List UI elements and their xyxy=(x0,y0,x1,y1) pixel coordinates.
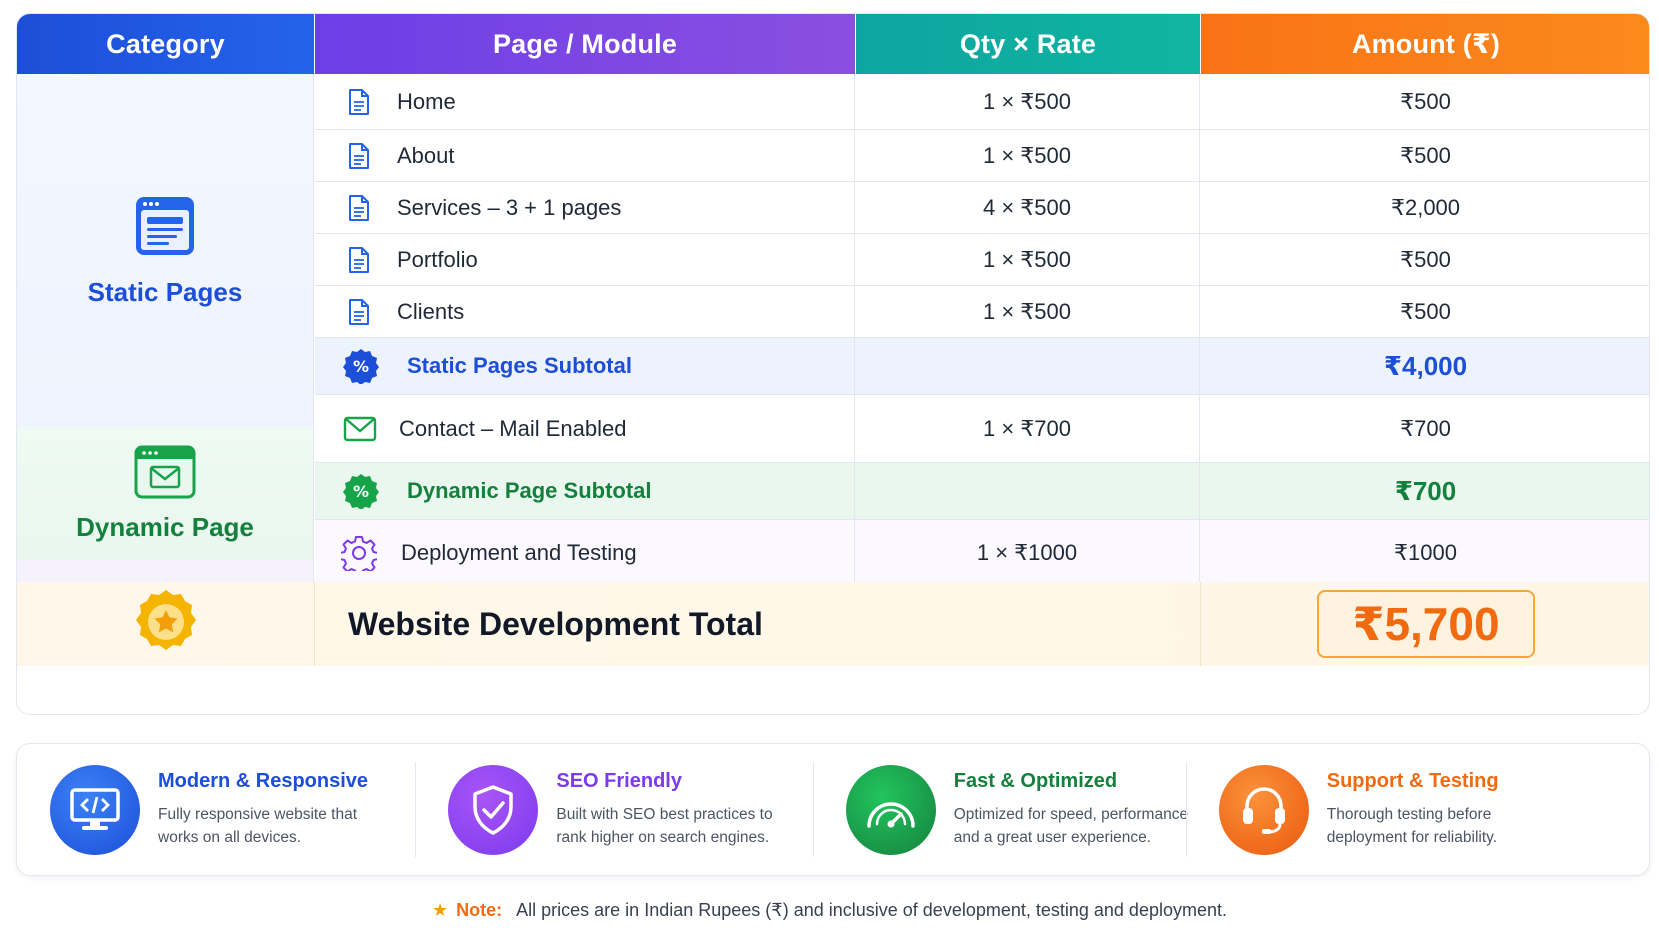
mail-icon xyxy=(343,414,377,444)
speedometer-icon xyxy=(845,764,936,855)
category-dynamic-page: Dynamic Page xyxy=(17,427,314,560)
feature-desc: Built with SEO best practices to rank hi… xyxy=(556,806,773,846)
features-panel: Modern & Responsive Fully responsive web… xyxy=(16,743,1650,876)
table-row: Deployment and Testing 1 × ₹1000 ₹1000 xyxy=(315,520,1649,587)
row-qty-rate: 4 × ₹500 xyxy=(855,182,1200,233)
feature-title: Support & Testing xyxy=(1326,770,1499,792)
row-amount: ₹2,000 xyxy=(1390,194,1461,220)
row-page-name: Portfolio xyxy=(397,246,478,272)
row-qty-rate: 1 × ₹500 xyxy=(855,286,1200,337)
row-amount: ₹700 xyxy=(1400,415,1451,441)
table-row: Contact – Mail Enabled 1 × ₹700 ₹700 xyxy=(315,395,1649,463)
row-page-name: Services – 3 + 1 pages xyxy=(397,194,622,220)
header-category: Category xyxy=(17,14,314,74)
browser-page-icon xyxy=(133,194,197,263)
document-icon xyxy=(345,141,373,171)
star-badge-icon xyxy=(132,588,200,661)
feature-seo-friendly: SEO Friendly Built with SEO best practic… xyxy=(415,744,812,875)
document-icon xyxy=(345,245,373,275)
note-label: Note: xyxy=(456,900,503,920)
footer-note: ★ Note: All prices are in Indian Rupees (₹… xyxy=(0,900,1659,921)
row-amount: ₹500 xyxy=(1400,88,1451,114)
header-qty-rate: Qty × Rate xyxy=(856,14,1200,74)
row-qty-rate: 1 × ₹1000 xyxy=(855,520,1200,586)
row-amount: ₹500 xyxy=(1400,142,1451,168)
category-label: Dynamic Page xyxy=(76,511,254,542)
total-label: Website Development Total xyxy=(315,582,1201,666)
row-amount: ₹500 xyxy=(1400,246,1451,272)
headset-icon xyxy=(1218,764,1309,855)
total-amount: ₹5,700 xyxy=(1317,590,1535,658)
row-qty-rate: 1 × ₹500 xyxy=(855,74,1200,129)
table-row: Portfolio 1 × ₹500 ₹500 xyxy=(315,234,1649,286)
row-qty-rate: 1 × ₹500 xyxy=(855,130,1200,181)
row-amount: ₹500 xyxy=(1400,298,1451,324)
feature-fast-optimized: Fast & Optimized Optimized for speed, pe… xyxy=(812,744,1188,875)
document-icon xyxy=(345,297,373,327)
pricing-table: Category Page / Module Qty × Rate Amount… xyxy=(16,13,1650,715)
document-icon xyxy=(345,87,373,117)
row-page-name: Home xyxy=(397,88,456,114)
static-subtotal-amount: ₹4,000 xyxy=(1383,350,1468,381)
gear-icon xyxy=(341,535,377,571)
dynamic-subtotal-amount: ₹700 xyxy=(1394,475,1457,506)
feature-modern-responsive: Modern & Responsive Fully responsive web… xyxy=(17,744,415,875)
feature-title: Fast & Optimized xyxy=(953,770,1118,792)
table-row: Clients 1 × ₹500 ₹500 xyxy=(315,286,1649,338)
svg-text:%: % xyxy=(353,482,369,501)
code-monitor-icon xyxy=(50,764,140,855)
header-amount: Amount (₹) xyxy=(1201,14,1649,74)
percent-badge-icon: % xyxy=(343,473,379,509)
category-static-pages: Static Pages xyxy=(17,74,314,427)
category-label: Static Pages xyxy=(87,276,243,307)
feature-desc: Thorough testing before deployment for r… xyxy=(1326,806,1498,846)
feature-desc: Fully responsive website that works on a… xyxy=(158,806,358,846)
total-row: Website Development Total ₹5,700 xyxy=(17,582,1649,666)
document-icon xyxy=(345,193,373,223)
row-page-name: About xyxy=(397,142,455,168)
header-page-module: Page / Module xyxy=(315,14,855,74)
dynamic-subtotal-row: % Dynamic Page Subtotal ₹700 xyxy=(315,463,1649,520)
row-page-name: Contact – Mail Enabled xyxy=(399,415,627,441)
table-row: Services – 3 + 1 pages 4 × ₹500 ₹2,000 xyxy=(315,182,1649,234)
static-subtotal-row: % Static Pages Subtotal ₹4,000 xyxy=(315,338,1649,395)
note-text: All prices are in Indian Rupees (₹) and … xyxy=(516,900,1227,920)
feature-title: SEO Friendly xyxy=(556,770,682,792)
row-qty-rate: 1 × ₹700 xyxy=(855,395,1200,462)
table-row: Home 1 × ₹500 ₹500 xyxy=(315,74,1649,130)
row-page-name: Clients xyxy=(397,298,465,324)
star-icon: ★ xyxy=(432,900,449,920)
feature-title: Modern & Responsive xyxy=(158,770,369,792)
row-amount: ₹1000 xyxy=(1394,540,1457,565)
svg-text:%: % xyxy=(353,357,369,376)
feature-desc: Optimized for speed, performance and a g… xyxy=(953,806,1189,846)
row-qty-rate: 1 × ₹500 xyxy=(855,234,1200,285)
shield-check-icon xyxy=(448,764,539,855)
table-row: About 1 × ₹500 ₹500 xyxy=(315,130,1649,182)
static-subtotal-label: Static Pages Subtotal xyxy=(407,353,632,378)
dynamic-subtotal-label: Dynamic Page Subtotal xyxy=(407,478,652,503)
feature-support-testing: Support & Testing Thorough testing befor… xyxy=(1185,744,1649,875)
percent-badge-icon: % xyxy=(343,348,379,384)
row-page-name: Deployment and Testing xyxy=(401,540,637,565)
browser-mail-icon xyxy=(134,445,196,504)
